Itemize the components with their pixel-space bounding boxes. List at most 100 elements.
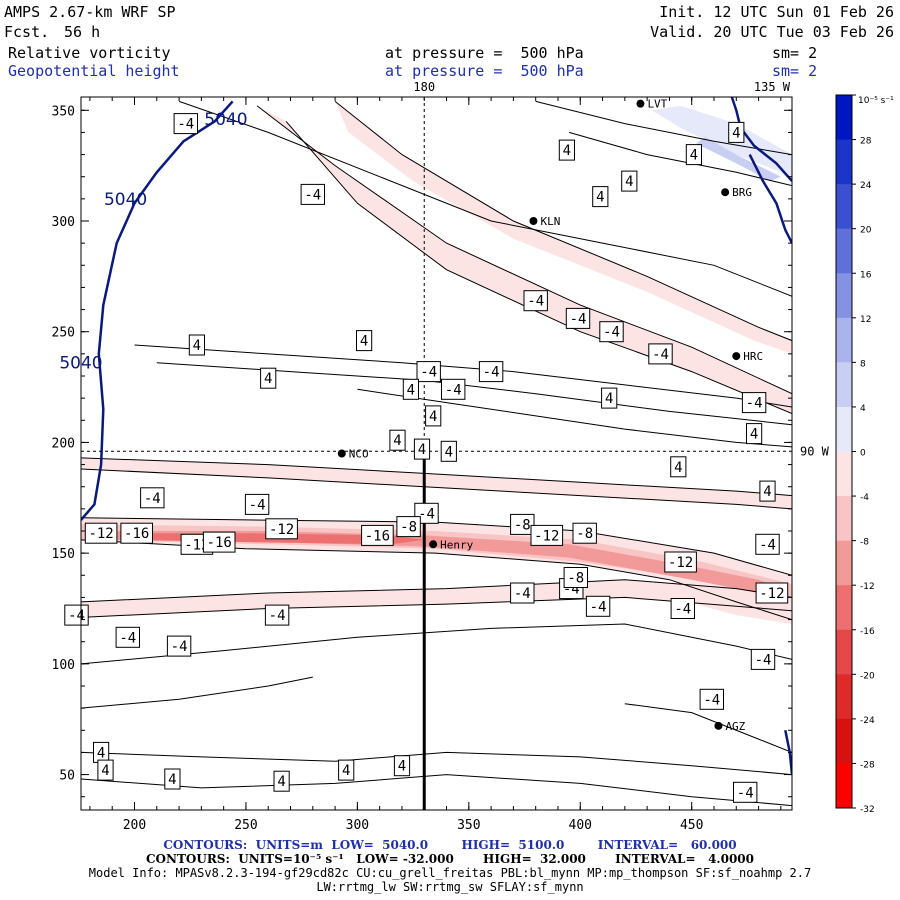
colorbar-tick-label: 20 [860, 226, 872, 236]
colorbar-segment [836, 496, 852, 542]
field-vorticity: Relative vorticity [8, 44, 171, 62]
vorticity-contour-label: 4 [746, 423, 763, 445]
colorbar-tick-label: 12 [860, 315, 871, 325]
vorticity-contour-label: -4 [648, 343, 673, 365]
vorticity-contour-label: 4 [558, 139, 575, 161]
label-box [599, 321, 624, 343]
label-box [264, 604, 290, 626]
colorbar-unit-label: 10⁻⁵ s⁻¹ [858, 96, 894, 106]
label-box [140, 487, 165, 509]
label-text: -4 [119, 630, 136, 646]
x-tick-label: 450 [680, 818, 703, 833]
vorticity-contour-label: -4 [64, 604, 89, 626]
colorbar-tick-label: 8 [860, 359, 866, 369]
vorticity-fill-region [651, 105, 792, 182]
label-text: -4 [674, 602, 691, 618]
label-text: 4 [342, 763, 350, 779]
x-tick-label: 300 [346, 818, 369, 833]
colorbar-tick-label: -28 [860, 760, 875, 770]
vorticity-fill-region [81, 524, 792, 598]
vorticity-contour-label: 4 [728, 121, 745, 143]
vorticity-contour-label: -4 [599, 321, 624, 343]
label-text: -4 [304, 187, 321, 203]
vorticity-contour-label: -4 [140, 487, 165, 509]
station-label: KLN [540, 215, 560, 228]
height-contour-info: CONTOURS: UNITS=m LOW= 5040.0 HIGH= 5100… [163, 838, 737, 852]
vorticity-contour [81, 457, 792, 497]
label-text: -4 [269, 608, 286, 624]
colorbar-tick-label: 24 [860, 181, 872, 191]
label-text: -4 [514, 586, 531, 602]
label-text: 4 [264, 371, 272, 387]
vorticity-contour-label: -4 [585, 595, 611, 617]
label-box [670, 598, 695, 619]
label-text: -4 [570, 311, 587, 327]
colorbar-segment [836, 585, 852, 631]
vorticity-contour [285, 121, 792, 415]
label-box [585, 595, 611, 617]
vorticity-contour-label: 4 [759, 480, 776, 502]
label-text: 4 [193, 338, 201, 354]
label-text: 4 [605, 391, 613, 407]
vorticity-contour-label: -4 [523, 290, 548, 312]
label-text: 4 [393, 433, 401, 449]
vorticity-contour [535, 100, 792, 156]
colorbar-segment [836, 718, 852, 764]
colorbar-segment [836, 629, 852, 675]
vorticity-contour-label: 4 [260, 367, 277, 389]
label-text: -16 [207, 535, 232, 551]
station-dot [721, 188, 730, 197]
forecast-hour: 56 h [64, 23, 101, 41]
label-text: 4 [277, 774, 285, 790]
label-text: 4 [429, 409, 437, 425]
label-box [510, 513, 535, 535]
vorticity-contour-label: 4 [440, 440, 457, 462]
label-text: -8 [400, 520, 417, 536]
label-box [188, 334, 206, 356]
vorticity-contour [81, 751, 792, 776]
label-box [393, 755, 411, 777]
label-text: 4 [763, 484, 771, 500]
vorticity-contour [81, 774, 792, 807]
vorticity-contour-label: -8 [563, 567, 588, 588]
vorticity-contour-label: 4 [356, 330, 373, 352]
label-box [120, 522, 154, 544]
vorticity-contour-label: -8 [396, 516, 421, 538]
vorticity-contour-label: -16 [361, 524, 394, 546]
y-tick-label: 100 [52, 658, 75, 673]
label-text: -4 [590, 599, 607, 615]
label-text: -8 [514, 517, 531, 533]
y-tick-label: 350 [52, 104, 75, 119]
vorticity-contour [134, 344, 792, 408]
colorbar-tick-label: -16 [860, 627, 875, 637]
station-label: Henry [440, 538, 473, 551]
colorbar-tick-label: -4 [860, 493, 869, 503]
colorbar-segment [836, 451, 852, 497]
station-dot [714, 721, 723, 730]
label-box [173, 113, 199, 135]
vorticity-contour-label: 4 [188, 334, 206, 356]
vorticity-contour-label: -4 [173, 113, 199, 135]
colorbar-segment [836, 273, 852, 319]
valid-time: Valid. 20 UTC Tue 03 Feb 26 [650, 23, 894, 41]
vorticity-fill-region [696, 136, 781, 182]
label-text: -16 [124, 526, 149, 542]
station-marker: NCO [337, 448, 369, 461]
label-box [84, 522, 118, 544]
vorticity-contour-label: -4 [755, 533, 780, 555]
label-box [664, 551, 697, 573]
vorticity-contour-label: -12 [530, 524, 564, 546]
station-dot [529, 217, 538, 225]
label-box [746, 423, 763, 445]
vorticity-contour-label: -4 [565, 307, 591, 329]
label-text: 4 [360, 334, 368, 350]
height-contour [730, 97, 792, 182]
y-tick-label: 50 [59, 769, 75, 784]
vorticity-contour [81, 623, 792, 665]
vorticity-contour-label: 4 [93, 741, 110, 763]
label-box [260, 367, 277, 389]
label-box [396, 516, 421, 538]
label-text: -4 [68, 608, 85, 624]
y-tick-label: 300 [52, 215, 75, 230]
